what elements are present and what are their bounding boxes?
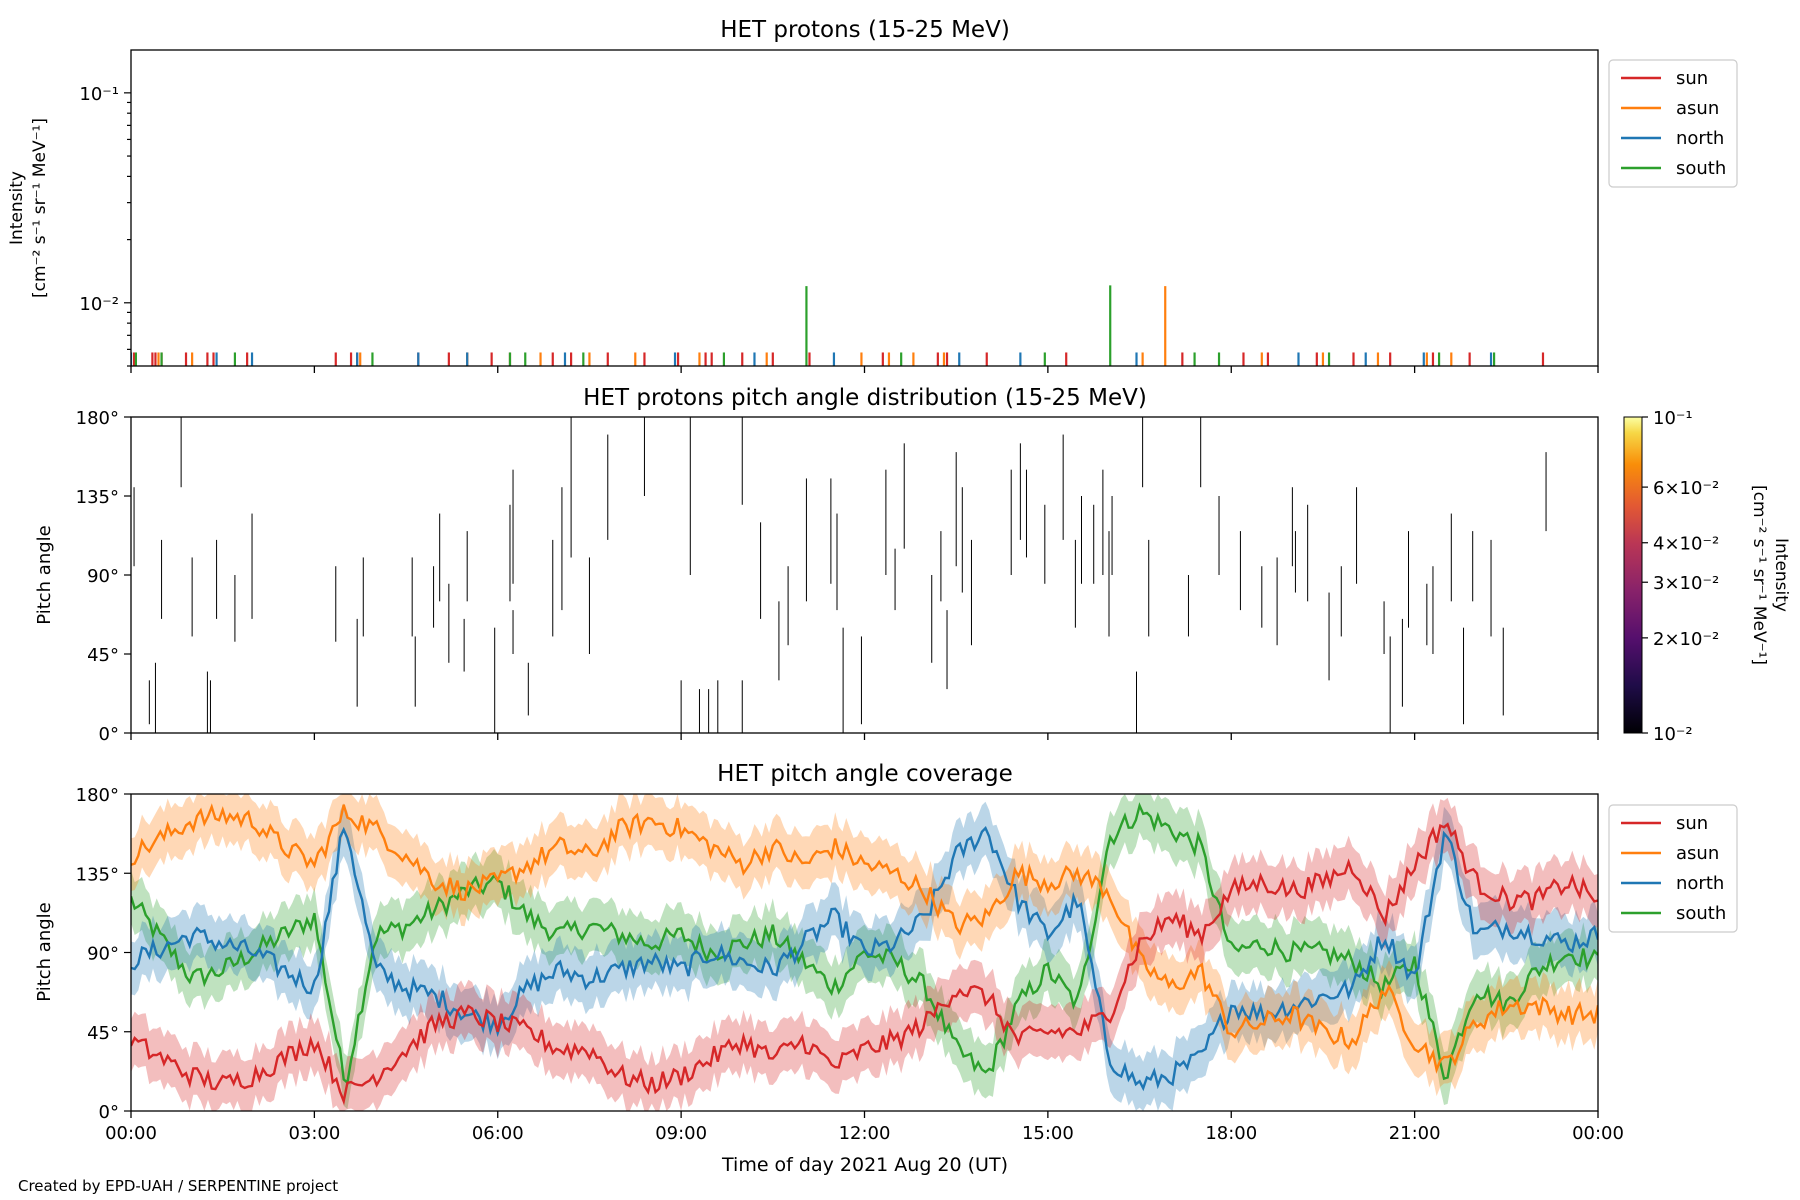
x-tick-label: 00:00	[105, 1123, 157, 1144]
panel2-frame	[130, 416, 1599, 734]
panel3-y-axis: 0° 45° 90° 135° 180°	[76, 785, 131, 1123]
legend-label-sun: sun	[1676, 68, 1708, 89]
y-tick-label: 135°	[76, 864, 119, 885]
x-tick-label: 15:00	[1022, 1123, 1074, 1144]
x-tick-label: 18:00	[1205, 1123, 1257, 1144]
panel2-y-label: Pitch angle	[34, 525, 55, 624]
coverage-band-asun	[131, 794, 1598, 1097]
panel3-legend: sun asun north south	[1608, 804, 1738, 933]
legend-label-south: south	[1676, 903, 1726, 924]
colorbar-label-line: [cm⁻² s⁻¹ sr⁻¹ MeV⁻¹]	[1749, 485, 1769, 665]
x-tick-label: 21:00	[1389, 1123, 1441, 1144]
y-label-line: [cm⁻² s⁻¹ sr⁻¹ MeV⁻¹]	[30, 118, 50, 298]
colorbar-tick-label: 3×10⁻²	[1653, 573, 1719, 594]
y-tick-label: 45°	[87, 645, 119, 666]
panel3-plot-area	[131, 794, 1598, 1111]
y-tick-label: 10⁻²	[79, 294, 119, 315]
panel3-y-label: Pitch angle	[34, 902, 55, 1001]
y-tick-label: 45°	[87, 1023, 119, 1044]
y-label-line: Intensity	[7, 171, 27, 245]
y-tick-label: 180°	[76, 785, 119, 806]
panel1-y-label: Intensity [cm⁻² s⁻¹ sr⁻¹ MeV⁻¹]	[7, 118, 50, 298]
x-tick-label: 06:00	[472, 1123, 524, 1144]
x-tick-label: 12:00	[839, 1123, 891, 1144]
x-tick-label: 09:00	[655, 1123, 707, 1144]
y-tick-label: 90°	[87, 944, 119, 965]
y-tick-label: 90°	[87, 566, 119, 587]
panel1-y-axis: 10⁻¹ 10⁻²	[79, 84, 131, 367]
panel1-x-ticks	[130, 366, 1599, 373]
panel2-plot-area	[133, 417, 1547, 733]
panel2-title: HET protons pitch angle distribution (15…	[583, 385, 1147, 411]
legend-box	[1608, 804, 1738, 933]
legend-label-asun: asun	[1676, 843, 1719, 864]
x-tick-label: 00:00	[1572, 1123, 1624, 1144]
coverage-line-sun	[131, 822, 1598, 1106]
legend-label-asun: asun	[1676, 98, 1719, 119]
legend-box	[1608, 59, 1738, 188]
colorbar-label-line: Intensity	[1771, 538, 1791, 612]
panel2-y-axis: 0° 45° 90° 135° 180°	[76, 408, 131, 745]
coverage-line-north	[131, 825, 1598, 1092]
y-tick-label: 0°	[99, 724, 119, 745]
legend-label-sun: sun	[1676, 813, 1708, 834]
panel2-x-ticks	[130, 733, 1599, 740]
colorbar-tick-label: 2×10⁻²	[1653, 629, 1719, 650]
panel1-plot-area	[131, 285, 1545, 366]
legend-label-south: south	[1676, 158, 1726, 179]
colorbar	[1623, 416, 1643, 734]
legend-label-north: north	[1676, 128, 1724, 149]
x-tick-label: 03:00	[288, 1123, 340, 1144]
colorbar-label: Intensity[cm⁻² s⁻¹ sr⁻¹ MeV⁻¹]	[1749, 485, 1791, 665]
legend-label-north: north	[1676, 873, 1724, 894]
footer-credit: Created by EPD-UAH / SERPENTINE project	[18, 1177, 338, 1195]
colorbar-tick-label: 6×10⁻²	[1653, 478, 1719, 499]
y-tick-label: 135°	[76, 487, 119, 508]
colorbar-ticks: 10⁻¹ 6×10⁻² 4×10⁻² 3×10⁻² 2×10⁻² 10⁻²	[1642, 408, 1719, 745]
colorbar-tick-label: 10⁻¹	[1653, 408, 1693, 429]
y-tick-label: 10⁻¹	[79, 84, 119, 105]
colorbar-tick-label: 4×10⁻²	[1653, 534, 1719, 555]
panel1-frame	[130, 49, 1599, 367]
panel3-title: HET pitch angle coverage	[717, 761, 1013, 787]
colorbar-tick-label: 10⁻²	[1653, 724, 1693, 745]
y-tick-label: 180°	[76, 408, 119, 429]
panel1-legend: sun asun north south	[1608, 59, 1738, 188]
coverage-line-asun	[131, 803, 1598, 1074]
panel1-title: HET protons (15-25 MeV)	[720, 17, 1010, 43]
panel3-x-axis: 00:00 03:00 06:00 09:00 12:00 15:00 18:00 21:00…	[105, 1111, 1624, 1144]
y-tick-label: 0°	[99, 1102, 119, 1123]
x-axis-label: Time of day 2021 Aug 20 (UT)	[721, 1154, 1008, 1176]
